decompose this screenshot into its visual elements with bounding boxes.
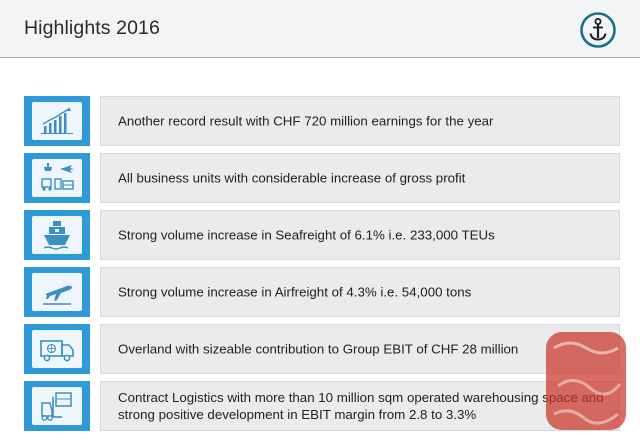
highlight-text: Overland with sizeable contribution to G… (118, 341, 519, 357)
truck-icon (32, 330, 82, 368)
row-icon-box (24, 210, 90, 260)
row-icon-box (24, 324, 90, 374)
highlight-row: Strong volume increase in Seafreight of … (24, 210, 620, 260)
highlight-row: Contract Logistics with more than 10 mil… (24, 381, 620, 431)
highlight-text-box: Contract Logistics with more than 10 mil… (100, 381, 620, 431)
highlight-text: Another record result with CHF 720 milli… (118, 113, 494, 129)
highlight-row: All business units with considerable inc… (24, 153, 620, 203)
highlight-row: Overland with sizeable contribution to G… (24, 324, 620, 374)
highlight-text: Strong volume increase in Seafreight of … (118, 227, 495, 243)
highlight-row: Strong volume increase in Airfreight of … (24, 267, 620, 317)
highlight-text-box: All business units with considerable inc… (100, 153, 620, 203)
row-icon-box (24, 381, 90, 431)
seal-watermark-icon (540, 326, 632, 436)
ship-icon (32, 216, 82, 254)
row-icon-box (24, 153, 90, 203)
highlight-text-box: Another record result with CHF 720 milli… (100, 96, 620, 146)
highlight-text: Contract Logistics with more than 10 mil… (118, 390, 604, 422)
business-units-icon (32, 159, 82, 197)
airplane-icon (32, 273, 82, 311)
growth-chart-icon (32, 102, 82, 140)
page-title: Highlights 2016 (24, 17, 160, 39)
highlight-text-box: Overland with sizeable contribution to G… (100, 324, 620, 374)
header-bar: Highlights 2016 (0, 0, 640, 58)
anchor-logo-icon (579, 11, 617, 49)
highlight-row: Another record result with CHF 720 milli… (24, 96, 620, 146)
row-icon-box (24, 267, 90, 317)
highlight-text: Strong volume increase in Airfreight of … (118, 284, 472, 300)
highlight-text: All business units with considerable inc… (118, 170, 466, 186)
forklift-icon (32, 387, 82, 425)
highlight-text-box: Strong volume increase in Seafreight of … (100, 210, 620, 260)
highlight-text-box: Strong volume increase in Airfreight of … (100, 267, 620, 317)
row-icon-box (24, 96, 90, 146)
